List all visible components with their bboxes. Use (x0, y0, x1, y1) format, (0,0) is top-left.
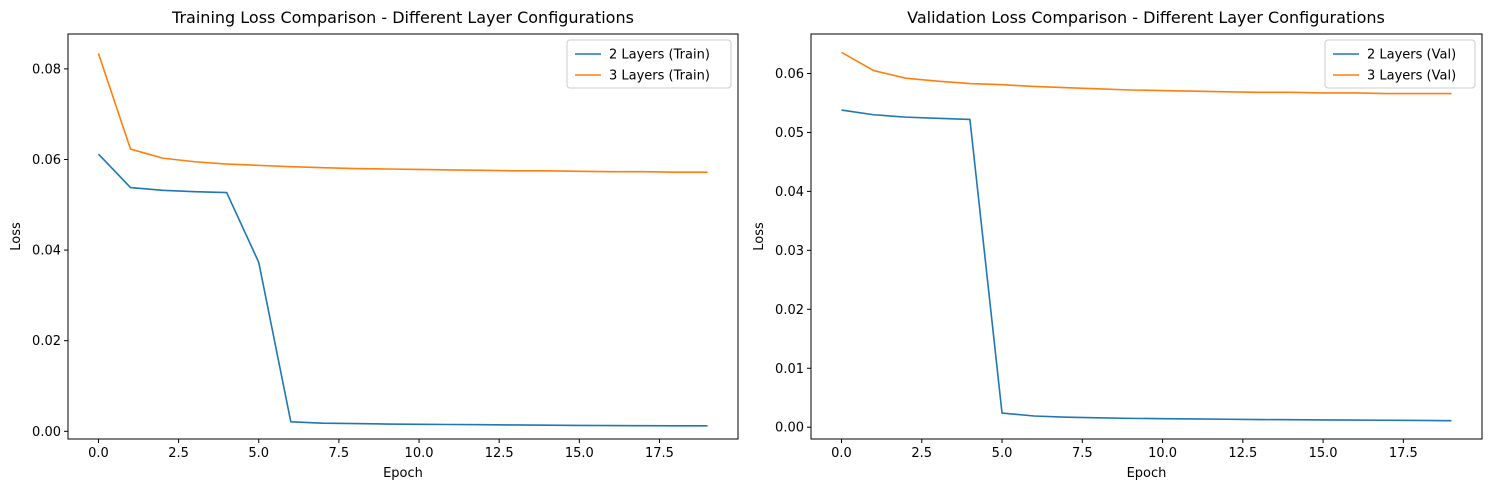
y-tick-label: 0.04 (32, 244, 61, 259)
x-tick-label: 10.0 (405, 446, 434, 461)
plot-frame (811, 34, 1482, 439)
x-tick-label: 15.0 (1309, 446, 1338, 461)
y-tick-label: 0.02 (32, 334, 61, 349)
y-tick-label: 0.01 (775, 362, 804, 377)
chart-title: Training Loss Comparison - Different Lay… (171, 8, 634, 27)
series-line-2-layers (842, 110, 1452, 421)
x-axis-label: Epoch (1127, 466, 1167, 481)
y-axis-label: Loss (9, 222, 24, 251)
x-tick-label: 12.5 (485, 446, 514, 461)
x-tick-label: 7.5 (1072, 446, 1093, 461)
y-tick-label: 0.00 (775, 421, 804, 436)
x-tick-label: 5.0 (248, 446, 269, 461)
x-tick-label: 2.5 (911, 446, 932, 461)
x-tick-label: 17.5 (1389, 446, 1418, 461)
y-tick-label: 0.05 (775, 126, 804, 141)
chart-title: Validation Loss Comparison - Different L… (907, 8, 1385, 27)
legend-entry-label: 2 Layers (Train) (609, 48, 710, 63)
y-tick-label: 0.00 (32, 425, 61, 440)
legend-entry-label: 2 Layers (Val) (1367, 48, 1456, 63)
y-tick-label: 0.06 (775, 67, 804, 82)
x-tick-label: 10.0 (1148, 446, 1177, 461)
legend-entry-label: 3 Layers (Train) (609, 69, 710, 84)
x-tick-label: 7.5 (329, 446, 350, 461)
y-tick-label: 0.03 (775, 244, 804, 259)
y-axis-label: Loss (752, 222, 767, 251)
validation-loss-panel: Validation Loss Comparison - Different L… (752, 8, 1482, 481)
training-loss-panel: Training Loss Comparison - Different Lay… (9, 8, 738, 481)
y-tick-label: 0.04 (775, 185, 804, 200)
x-tick-label: 0.0 (831, 446, 852, 461)
x-tick-label: 2.5 (168, 446, 189, 461)
x-tick-label: 0.0 (88, 446, 109, 461)
y-tick-label: 0.02 (775, 303, 804, 318)
plot-frame (68, 34, 738, 439)
legend: 2 Layers (Val) 3 Layers (Val) (1325, 40, 1475, 88)
x-tick-label: 5.0 (992, 446, 1013, 461)
series-line-2-layers (98, 154, 707, 426)
x-tick-label: 17.5 (645, 446, 674, 461)
x-axis-label: Epoch (383, 466, 423, 481)
x-tick-label: 15.0 (565, 446, 594, 461)
legend-entry-label: 3 Layers (Val) (1367, 69, 1456, 84)
x-tick-label: 12.5 (1228, 446, 1257, 461)
y-tick-label: 0.06 (32, 153, 61, 168)
legend: 2 Layers (Train) 3 Layers (Train) (567, 40, 731, 88)
y-tick-label: 0.08 (32, 62, 61, 77)
